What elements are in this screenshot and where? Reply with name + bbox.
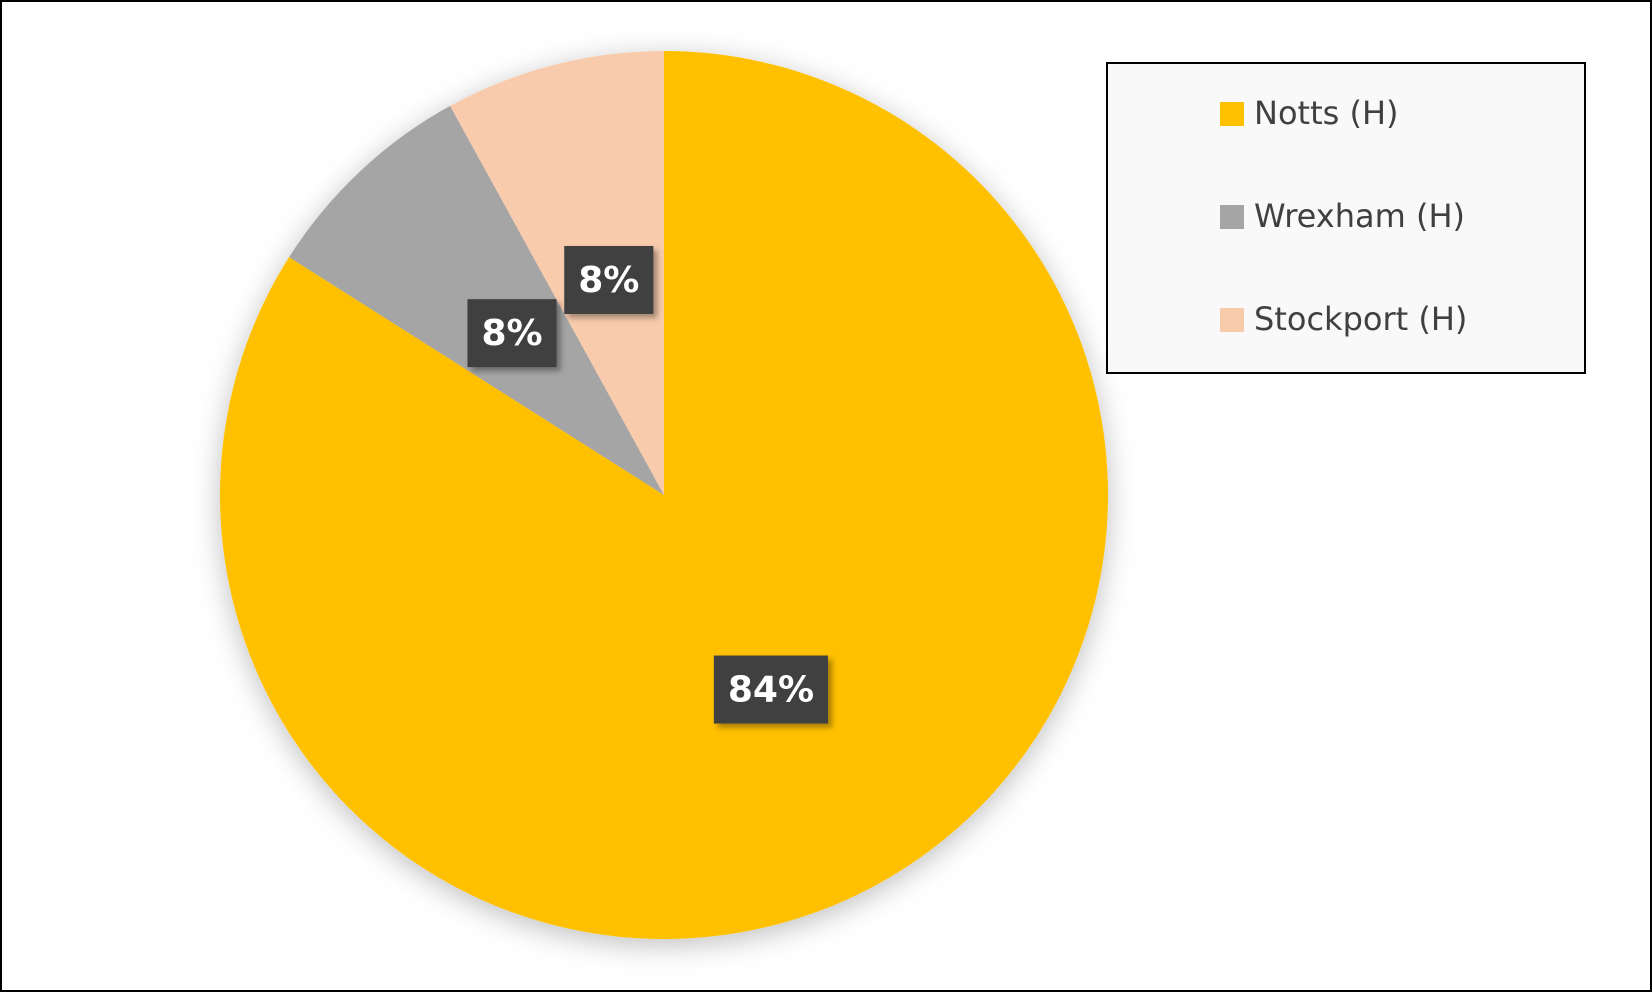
pie-slice bbox=[450, 50, 664, 495]
value-label-group: 84% bbox=[713, 655, 829, 724]
pie bbox=[220, 50, 1108, 939]
legend-swatch bbox=[1220, 102, 1244, 126]
value-label: 8% bbox=[578, 260, 639, 301]
legend-label: Notts (H) bbox=[1254, 94, 1398, 132]
legend-swatch bbox=[1220, 205, 1244, 229]
pie-slice bbox=[220, 51, 1108, 939]
legend-label: Stockport (H) bbox=[1254, 300, 1467, 338]
value-label: 8% bbox=[481, 313, 542, 354]
legend-label: Wrexham (H) bbox=[1254, 197, 1465, 235]
value-label-box bbox=[564, 245, 654, 314]
value-labels: 84% 8% 8% bbox=[467, 245, 829, 724]
value-label-box bbox=[713, 655, 829, 724]
value-label: 84% bbox=[728, 670, 814, 711]
legend-box bbox=[1106, 62, 1586, 374]
value-label-box bbox=[467, 299, 557, 368]
value-label-group: 8% bbox=[467, 299, 557, 368]
legend-swatch bbox=[1220, 308, 1244, 332]
value-label-group: 8% bbox=[564, 245, 654, 314]
legend: Notts (H) Wrexham (H) Stockport (H) bbox=[1220, 94, 1467, 338]
